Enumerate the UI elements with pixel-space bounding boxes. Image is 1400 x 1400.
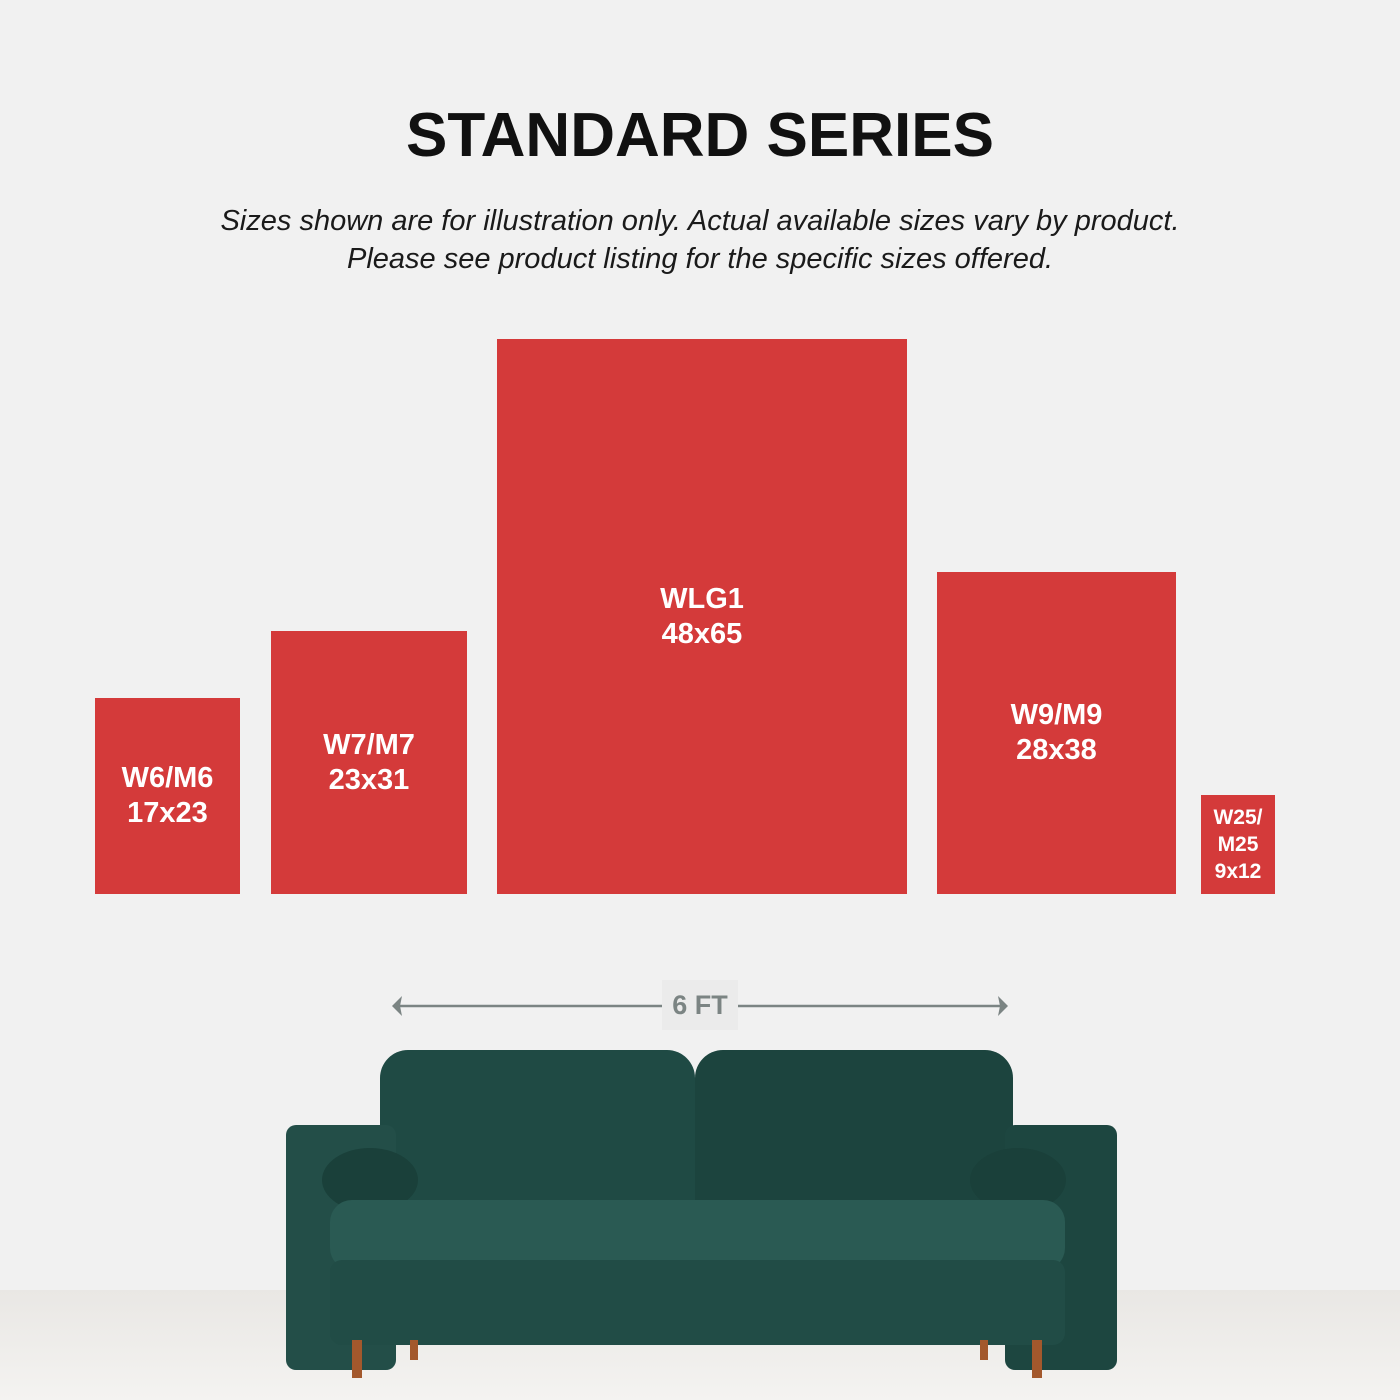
subtitle-line-1: Sizes shown are for illustration only. A… (220, 205, 1180, 237)
size-code-line-2: M25 (1217, 832, 1259, 856)
size-box-w9: W9/M9 28x38 (937, 572, 1176, 894)
size-dimensions: 48x65 (661, 617, 743, 650)
size-code: W7/M7 (323, 728, 415, 761)
page-title: STANDARD SERIES (406, 101, 994, 170)
arrow-left-icon (392, 996, 402, 1016)
size-box-w6: W6/M6 17x23 (95, 698, 240, 894)
sofa-illustration (286, 1050, 1117, 1378)
size-dimensions: 17x23 (127, 797, 208, 829)
size-dimensions: 23x31 (328, 763, 410, 796)
size-box-wlg1: WLG1 48x65 (497, 339, 907, 894)
subtitle-line-2: Please see product listing for the speci… (346, 243, 1054, 275)
size-box-w7: W7/M7 23x31 (271, 631, 467, 894)
size-dimensions: 28x38 (1016, 734, 1097, 766)
dimension-label: 6 FT (662, 980, 738, 1030)
size-code: W9/M9 (1010, 699, 1103, 732)
size-code-line-1: W25/ (1213, 805, 1263, 829)
size-box-w25: W25/ M25 9x12 (1201, 795, 1275, 894)
size-dimensions: 9x12 (1214, 860, 1262, 884)
arrow-right-icon (998, 996, 1008, 1016)
size-code: W6/M6 (121, 762, 214, 795)
size-code: WLG1 (660, 582, 744, 615)
